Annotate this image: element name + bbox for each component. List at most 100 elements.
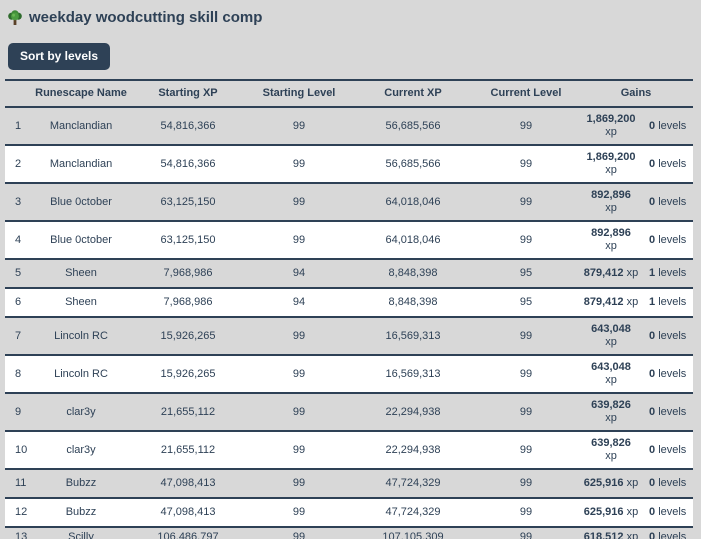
page-title: weekday woodcutting skill comp xyxy=(29,9,263,26)
player-name-cell: Scilly xyxy=(68,531,94,539)
table-row: 10 clar3y 21,655,112 99 22,294,938 99 63… xyxy=(5,431,694,469)
starting-xp-cell: 54,816,366 xyxy=(160,119,216,132)
current-level-cell: 99 xyxy=(519,157,533,170)
rank-cell: 6 xyxy=(15,296,22,308)
gains-levels-cell: 1 levels xyxy=(649,267,687,279)
current-level-cell: 99 xyxy=(519,329,533,342)
starting-xp-cell: 7,968,986 xyxy=(163,296,213,308)
player-name-cell: Manclandian xyxy=(49,157,113,170)
player-name-cell: Blue 0ctober xyxy=(50,233,112,246)
current-xp-cell: 8,848,398 xyxy=(388,296,438,308)
starting-level-cell: 99 xyxy=(292,443,306,456)
starting-xp-cell: 54,816,366 xyxy=(160,157,216,170)
current-xp-cell: 16,569,313 xyxy=(385,329,441,342)
rank-cell: 9 xyxy=(15,405,22,418)
table-row: 3 Blue 0ctober 63,125,150 99 64,018,046 … xyxy=(5,183,694,221)
gains-levels-cell: 0 levels xyxy=(649,477,687,489)
starting-level-cell: 99 xyxy=(292,405,306,418)
table-row: 5 Sheen 7,968,986 94 8,848,398 95 879,41… xyxy=(5,259,694,288)
gains-xp-cell: 892,896 xp xyxy=(591,227,631,252)
rank-cell: 3 xyxy=(15,195,22,208)
table-row: 9 clar3y 21,655,112 99 22,294,938 99 639… xyxy=(5,393,694,431)
leaderboard-table: Runescape Name Starting XP Starting Leve… xyxy=(5,79,694,539)
starting-level-cell: 99 xyxy=(292,367,306,380)
gains-xp-cell: 879,412 xp xyxy=(583,296,639,308)
table-row: 6 Sheen 7,968,986 94 8,848,398 95 879,41… xyxy=(5,288,694,317)
player-name-cell: clar3y xyxy=(66,443,96,456)
page-header: weekday woodcutting skill comp xyxy=(0,0,701,28)
gains-levels-cell: 0 levels xyxy=(649,329,687,342)
gains-xp-cell: 879,412 xp xyxy=(583,267,639,279)
starting-xp-cell: 7,968,986 xyxy=(163,267,213,279)
rank-cell: 1 xyxy=(15,119,22,132)
starting-level-cell: 99 xyxy=(292,195,306,208)
table-row: 2 Manclandian 54,816,366 99 56,685,566 9… xyxy=(5,145,694,183)
player-name-cell: Bubzz xyxy=(65,477,97,489)
gains-xp-cell: 625,916 xp xyxy=(583,506,639,518)
rank-cell: 10 xyxy=(15,443,28,456)
current-level-cell: 99 xyxy=(519,233,533,246)
current-xp-cell: 56,685,566 xyxy=(385,157,441,170)
player-name-cell: Lincoln RC xyxy=(54,329,108,342)
current-level-cell: 99 xyxy=(519,405,533,418)
gains-xp-cell: 1,869,200 xp xyxy=(586,151,636,176)
gains-levels-cell: 0 levels xyxy=(649,119,687,132)
current-level-cell: 99 xyxy=(519,506,533,518)
table-row: 12 Bubzz 47,098,413 99 47,724,329 99 625… xyxy=(5,498,694,527)
player-name-cell: clar3y xyxy=(66,405,96,418)
starting-level-cell: 99 xyxy=(292,233,306,246)
gains-xp-cell: 639,826 xp xyxy=(591,437,631,462)
starting-level-cell: 94 xyxy=(292,267,306,279)
table-header: Runescape Name Starting XP Starting Leve… xyxy=(5,80,694,107)
table-row: 1 Manclandian 54,816,366 99 56,685,566 9… xyxy=(5,107,694,145)
table-row: 7 Lincoln RC 15,926,265 99 16,569,313 99… xyxy=(5,317,694,355)
gains-levels-cell: 0 levels xyxy=(649,367,687,380)
current-xp-cell: 16,569,313 xyxy=(385,367,441,380)
gains-levels-cell: 0 levels xyxy=(649,233,687,246)
starting-xp-column-header: Starting XP xyxy=(158,87,218,99)
current-xp-cell: 22,294,938 xyxy=(385,405,441,418)
rank-cell: 11 xyxy=(15,477,27,489)
current-xp-cell: 8,848,398 xyxy=(388,267,438,279)
current-level-cell: 99 xyxy=(519,367,533,380)
gains-xp-cell: 639,826 xp xyxy=(591,399,631,424)
gains-xp-cell: 643,048 xp xyxy=(591,361,631,386)
current-level-column-header: Current Level xyxy=(490,87,562,99)
gains-levels-cell: 1 levels xyxy=(649,296,687,308)
sort-by-levels-button[interactable]: Sort by levels xyxy=(8,43,111,70)
current-xp-cell: 47,724,329 xyxy=(385,506,441,518)
table-row: 4 Blue 0ctober 63,125,150 99 64,018,046 … xyxy=(5,221,694,259)
player-name-cell: Sheen xyxy=(65,267,97,279)
gains-column-header: Gains xyxy=(620,87,652,99)
table-row: 8 Lincoln RC 15,926,265 99 16,569,313 99… xyxy=(5,355,694,393)
starting-level-cell: 94 xyxy=(292,296,306,308)
starting-xp-cell: 63,125,150 xyxy=(160,233,216,246)
rank-cell: 8 xyxy=(15,367,22,380)
current-xp-cell: 64,018,046 xyxy=(385,233,441,246)
rank-cell: 13 xyxy=(15,531,28,539)
player-name-cell: Manclandian xyxy=(49,119,113,132)
gains-levels-cell: 0 levels xyxy=(649,443,687,456)
starting-xp-cell: 15,926,265 xyxy=(160,367,216,380)
current-xp-cell: 47,724,329 xyxy=(385,477,441,489)
starting-level-column-header: Starting Level xyxy=(262,87,336,99)
current-level-cell: 99 xyxy=(519,119,533,132)
starting-level-cell: 99 xyxy=(292,329,306,342)
current-level-cell: 95 xyxy=(519,296,533,308)
gains-levels-cell: 0 levels xyxy=(649,506,687,518)
player-name-cell: Sheen xyxy=(65,296,97,308)
gains-xp-cell: 618,512 xp xyxy=(583,531,639,539)
player-name-cell: Lincoln RC xyxy=(54,367,108,380)
starting-xp-cell: 21,655,112 xyxy=(160,405,216,418)
name-column-header: Runescape Name xyxy=(35,87,127,99)
current-level-cell: 99 xyxy=(519,531,533,539)
rank-column-header xyxy=(5,80,31,107)
starting-xp-cell: 47,098,413 xyxy=(160,506,216,518)
starting-level-cell: 99 xyxy=(292,531,306,539)
rank-cell: 5 xyxy=(15,267,22,279)
rank-cell: 4 xyxy=(15,233,22,246)
gains-xp-cell: 1,869,200 xp xyxy=(586,113,636,138)
current-level-cell: 99 xyxy=(519,477,533,489)
current-xp-cell: 22,294,938 xyxy=(385,443,441,456)
starting-level-cell: 99 xyxy=(292,157,306,170)
